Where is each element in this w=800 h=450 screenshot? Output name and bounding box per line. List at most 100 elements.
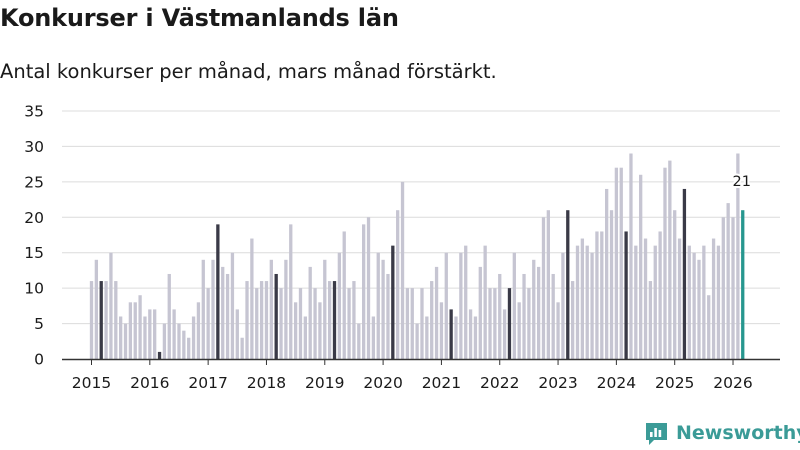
bar (415, 323, 419, 359)
bar (376, 252, 380, 359)
bar (541, 217, 546, 359)
bar (687, 245, 691, 359)
bar (259, 281, 264, 359)
bar (658, 231, 662, 359)
bar (473, 316, 478, 359)
bar (342, 231, 346, 359)
bar (99, 281, 103, 359)
x-tick-label: 2023 (538, 374, 577, 392)
bar (741, 210, 745, 359)
bar (420, 288, 424, 359)
bar (191, 316, 196, 359)
bar (148, 309, 152, 359)
bar (512, 252, 516, 359)
bar (94, 259, 99, 359)
x-tick-label: 2016 (130, 374, 169, 392)
x-tick-label: 2022 (480, 374, 519, 392)
y-tick-label: 0 (34, 351, 44, 369)
x-axis-labels: 2015 2016 2017 2018 2019 2020 2021 2022 2023 2024… (72, 374, 753, 392)
bar (250, 238, 254, 359)
bar (614, 167, 619, 359)
bar (493, 288, 497, 359)
bar (731, 217, 735, 359)
bar (405, 288, 410, 359)
bar (430, 281, 434, 359)
bar (128, 302, 133, 359)
bar (600, 231, 604, 359)
bar (201, 259, 205, 359)
bar (396, 210, 400, 359)
bar (318, 302, 322, 359)
chart-subtitle: Antal konkurser per månad, mars månad fö… (0, 60, 497, 83)
bar (109, 252, 113, 359)
y-tick-label: 15 (24, 244, 44, 262)
x-tick-label: 2015 (72, 374, 111, 392)
bar (221, 266, 225, 359)
bar (182, 330, 186, 359)
bar (167, 273, 171, 359)
bar (551, 273, 555, 359)
bar (454, 316, 458, 359)
bar (153, 309, 157, 359)
bar (386, 273, 390, 359)
bar (337, 252, 342, 359)
x-tick-label: 2025 (655, 374, 694, 392)
bar (303, 316, 307, 359)
bar (313, 288, 317, 359)
x-tick-label: 2020 (363, 374, 402, 392)
bar (206, 288, 210, 359)
bar (673, 210, 677, 359)
bar (357, 323, 361, 359)
x-tick-label: 2024 (597, 374, 636, 392)
x-tick-label: 2018 (247, 374, 286, 392)
bar (444, 252, 448, 359)
bar (371, 316, 376, 359)
x-tick-label: 2026 (713, 374, 752, 392)
bar (298, 288, 303, 359)
bar (478, 266, 482, 359)
bar (624, 231, 628, 359)
bar (293, 302, 298, 359)
bar (648, 281, 653, 359)
x-tick-label: 2019 (305, 374, 344, 392)
bar (391, 245, 395, 359)
bar (663, 167, 667, 359)
bar (502, 309, 507, 359)
bar (585, 245, 589, 359)
bar (410, 288, 414, 359)
y-tick-label: 20 (24, 209, 44, 227)
bar (332, 281, 337, 359)
latest-value-label: 21 (733, 174, 751, 190)
bar (172, 309, 176, 359)
bar (352, 281, 356, 359)
bar (726, 203, 730, 359)
annotations: 21 (731, 172, 753, 192)
bar (561, 252, 565, 359)
bar (609, 210, 614, 359)
bar (230, 252, 235, 359)
bar-chart-speech-bubble-icon (646, 422, 667, 445)
bar (177, 323, 181, 359)
bar (362, 224, 366, 359)
bar (264, 281, 269, 359)
bar (532, 259, 536, 359)
bar (556, 302, 560, 359)
bar (425, 316, 429, 359)
bar (527, 288, 531, 359)
bar (138, 295, 142, 359)
bar (274, 273, 278, 359)
x-tick-label: 2021 (422, 374, 461, 392)
bar (269, 259, 273, 359)
bar (114, 281, 118, 359)
bar (707, 295, 711, 359)
bar (522, 273, 526, 359)
bar (682, 188, 687, 359)
bar (536, 266, 541, 359)
y-tick-label: 10 (24, 280, 44, 298)
bar (692, 252, 696, 359)
bar (434, 266, 439, 359)
bar (619, 167, 623, 359)
bar (255, 288, 259, 359)
bar (216, 224, 220, 359)
